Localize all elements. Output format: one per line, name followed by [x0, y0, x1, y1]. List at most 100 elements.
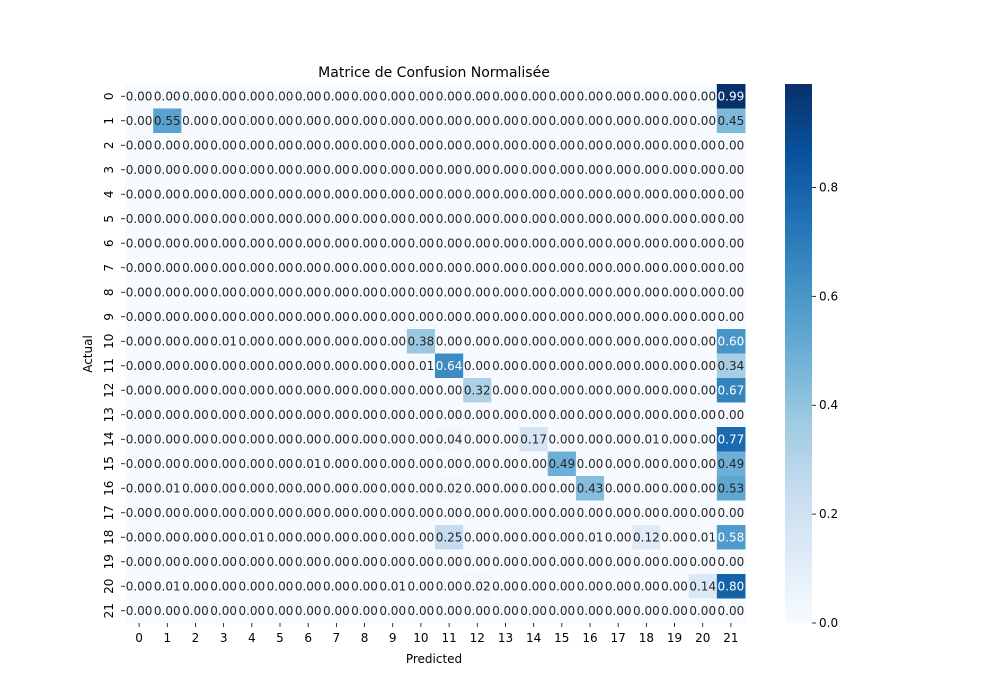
- cell-value-label: 0.00: [379, 187, 406, 201]
- cell-value-label: 0.00: [520, 506, 547, 520]
- heatmap-cell: [406, 549, 436, 575]
- cell-value-label: 0.00: [126, 334, 153, 348]
- cell-value-label: 0.00: [238, 163, 265, 177]
- cell-value-label: 0.00: [577, 163, 604, 177]
- cell-value-label: 0.00: [267, 310, 294, 324]
- cell-value-label: 0.00: [238, 114, 265, 128]
- heatmap-cell: [547, 525, 577, 550]
- cell-value-label: 0.00: [520, 383, 547, 397]
- cell-value-label: 0.00: [379, 334, 406, 348]
- heatmap-cell: [660, 255, 690, 281]
- heatmap-cell: [575, 378, 605, 403]
- cell-value-label: 0.00: [689, 555, 716, 569]
- heatmap-cell: [519, 402, 549, 428]
- heatmap-cell: [716, 182, 746, 207]
- heatmap-cell: [519, 255, 549, 281]
- cell-value-label: 0.00: [126, 310, 153, 324]
- cell-value-label: 0.00: [210, 506, 237, 520]
- cell-value-label: 0.00: [577, 383, 604, 397]
- heatmap-cell: [547, 451, 577, 477]
- cell-value-label: 0.00: [154, 408, 181, 422]
- cell-value-label: 0.00: [464, 285, 491, 299]
- heatmap-cell: [237, 598, 267, 624]
- heatmap-cell: [575, 231, 605, 256]
- heatmap-cell: [181, 84, 211, 109]
- heatmap-cell: [125, 84, 154, 109]
- heatmap-cell: [378, 378, 408, 403]
- cell-value-label: 0.00: [295, 285, 322, 299]
- heatmap-cell: [463, 108, 492, 134]
- cell-value-label: 0.00: [182, 604, 209, 618]
- cell-value-label: 0.00: [661, 310, 688, 324]
- heatmap-cell: [378, 549, 408, 575]
- cell-value-label: 0.45: [718, 114, 745, 128]
- heatmap-cell: [209, 525, 239, 550]
- heatmap-cell: [435, 255, 464, 281]
- colorbar-tick-label: 0.8: [819, 180, 838, 194]
- heatmap-cell: [406, 378, 436, 403]
- heatmap-cell: [209, 255, 239, 281]
- cell-value-label: 0.00: [577, 138, 604, 152]
- heatmap-cell: [660, 451, 690, 477]
- heatmap-cell: [153, 476, 182, 501]
- colorbar-tick-label: 0.0: [819, 616, 838, 630]
- cell-value-label: 0.00: [689, 310, 716, 324]
- cell-value-label: 0.00: [548, 579, 575, 593]
- cell-value-label: 0.00: [351, 310, 378, 324]
- y-tick-label: 3: [102, 166, 116, 174]
- cell-value-label: 0.00: [436, 604, 463, 618]
- cell-value-label: 0.67: [718, 383, 745, 397]
- y-axis-label: Actual: [81, 335, 95, 373]
- y-tick-label: 1: [102, 117, 116, 125]
- cell-value-label: 0.49: [548, 457, 575, 471]
- cell-value-label: 0.00: [379, 604, 406, 618]
- heatmap-cell: [547, 280, 577, 305]
- cell-value-label: 0.00: [436, 285, 463, 299]
- heatmap-cell: [125, 231, 154, 256]
- cell-value-label: 0.00: [464, 261, 491, 275]
- cell-value-label: 0.00: [577, 408, 604, 422]
- cell-value-label: 0.00: [464, 138, 491, 152]
- cell-value-label: 0.00: [267, 530, 294, 544]
- heatmap-cell: [209, 402, 239, 428]
- cell-value-label: 0.00: [126, 579, 153, 593]
- cell-value-label: 0.02: [464, 579, 491, 593]
- cell-value-label: 0.00: [718, 163, 745, 177]
- heatmap-cell: [575, 255, 605, 281]
- cell-value-label: 0.00: [154, 604, 181, 618]
- heatmap-cell: [575, 157, 605, 183]
- cell-value-label: 0.00: [605, 114, 632, 128]
- heatmap-cell: [716, 329, 746, 354]
- heatmap-cell: [632, 353, 661, 379]
- heatmap-cell: [350, 500, 380, 526]
- heatmap-cell: [491, 574, 521, 599]
- heatmap-cell: [688, 329, 718, 354]
- cell-value-label: 0.00: [323, 114, 350, 128]
- cell-value-label: 0.00: [661, 432, 688, 446]
- heatmap-cell: [294, 525, 323, 550]
- heatmap-cell: [435, 598, 464, 624]
- heatmap-cell: [237, 427, 267, 452]
- heatmap-cell: [688, 451, 718, 477]
- heatmap-cell: [547, 133, 577, 158]
- cell-value-label: 0.00: [295, 89, 322, 103]
- cell-value-label: 0.00: [182, 481, 209, 495]
- cell-value-label: 0.00: [605, 163, 632, 177]
- cell-value-label: 0.00: [323, 506, 350, 520]
- cell-value-label: 0.00: [689, 138, 716, 152]
- cell-value-label: 0.00: [351, 506, 378, 520]
- heatmap-cell: [688, 304, 718, 330]
- heatmap-cell: [378, 108, 408, 134]
- cell-value-label: 0.00: [661, 89, 688, 103]
- cell-value-label: 0.00: [520, 555, 547, 569]
- cell-value-label: 0.43: [577, 481, 604, 495]
- colorbar-tick-label: 0.2: [819, 507, 838, 521]
- cell-value-label: 0.00: [295, 530, 322, 544]
- cell-value-label: 0.00: [126, 555, 153, 569]
- cell-value-label: 0.00: [718, 285, 745, 299]
- heatmap-cell: [294, 549, 323, 575]
- cell-value-label: 0.00: [351, 236, 378, 250]
- cell-value-label: 0.00: [154, 432, 181, 446]
- heatmap-cell: [463, 574, 492, 599]
- heatmap-cell: [125, 402, 154, 428]
